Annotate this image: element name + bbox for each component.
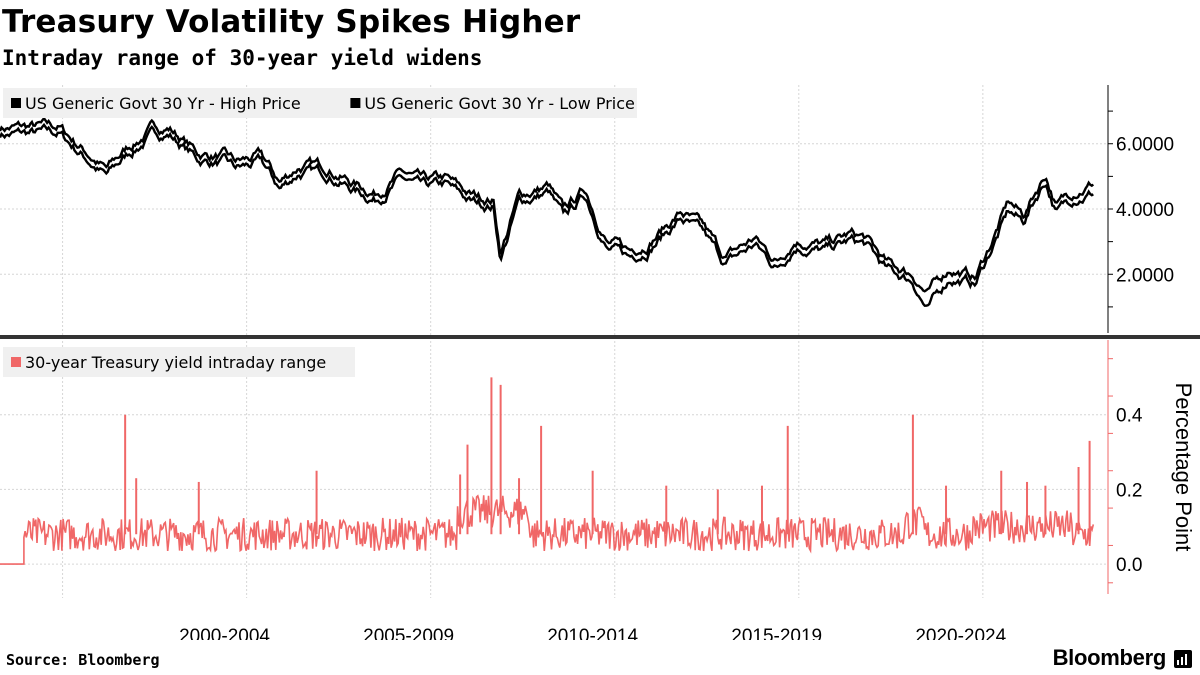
top-legend-label: US Generic Govt 30 Yr - Low Price: [364, 94, 634, 113]
series-intraday-range-line: [0, 494, 1095, 565]
x-tick-label: 2000-2004: [179, 626, 270, 640]
top-y-tick-label: 6.0000: [1116, 135, 1174, 156]
brand-logo-text: Bloomberg: [1052, 645, 1167, 670]
top-y-tick-label: 2.0000: [1116, 265, 1174, 286]
top-legend-swatch: [11, 98, 21, 108]
top-legend-label: US Generic Govt 30 Yr - High Price: [25, 94, 301, 113]
x-tick-label: 2005-2009: [363, 626, 454, 640]
panel-divider: [0, 335, 1200, 339]
bottom-y-axis-title: Percentage Point: [1171, 383, 1196, 552]
chart-title: Treasury Volatility Spikes Higher: [2, 4, 581, 40]
series-high-price-line: [0, 116, 1095, 293]
top-legend-bg: [3, 88, 637, 118]
bottom-y-tick-label: 0.0: [1116, 555, 1142, 576]
x-tick-label: 2015-2019: [731, 626, 822, 640]
x-tick-label: 2010-2014: [547, 626, 638, 640]
series-low-price-line: [0, 122, 1094, 307]
bloomberg-logo-icon: [1174, 650, 1192, 668]
chart-subtitle: Intraday range of 30-year yield widens: [2, 46, 483, 70]
x-tick-label: 2020-2024: [915, 626, 1006, 640]
top-y-tick-label: 4.0000: [1116, 200, 1174, 221]
bottom-legend-swatch: [11, 357, 21, 367]
bottom-y-tick-label: 0.4: [1116, 406, 1143, 427]
bottom-y-tick-label: 0.2: [1116, 480, 1142, 501]
top-legend-swatch: [350, 98, 361, 108]
bottom-legend-label: 30-year Treasury yield intraday range: [25, 353, 326, 372]
source-note: Source: Bloomberg: [6, 651, 160, 669]
chart-canvas: 2.0000 4.0000 6.0000 0.0 0.2 0.4 Percentage Po…: [0, 85, 1200, 640]
bottom-legend-bg: [3, 347, 355, 377]
